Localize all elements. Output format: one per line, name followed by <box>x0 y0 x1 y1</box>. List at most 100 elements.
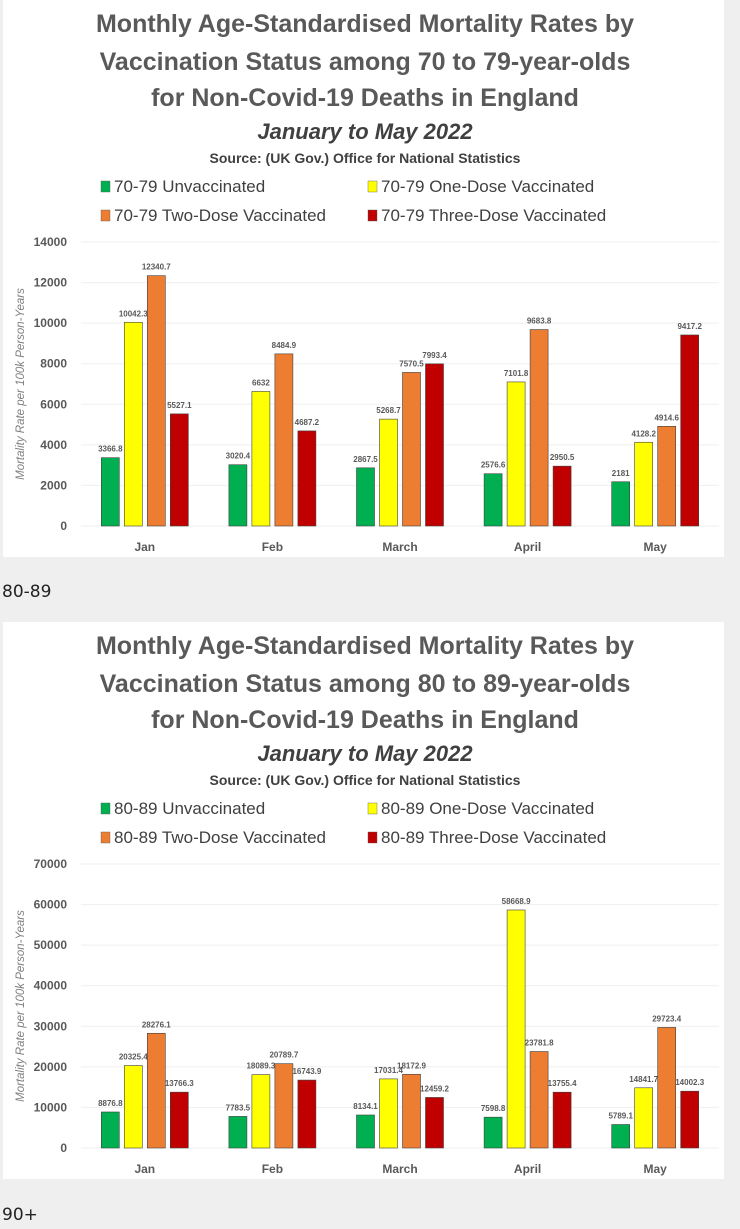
chart-subtitle: January to May 2022 <box>257 741 473 766</box>
data-label: 7783.5 <box>226 1103 251 1112</box>
data-label: 8134.1 <box>353 1102 378 1111</box>
bar-unvaccinated <box>101 1111 120 1149</box>
y-tick-label: 0 <box>60 1141 67 1155</box>
x-tick-label: May <box>644 540 668 554</box>
x-tick-label: March <box>382 1162 417 1176</box>
x-tick-label: Jan <box>134 1162 155 1176</box>
chart-card-70-79: Monthly Age-Standardised Mortality Rates… <box>3 0 724 557</box>
bar-one-dose <box>379 418 398 527</box>
legend-swatch <box>100 802 111 815</box>
data-label: 9683.8 <box>527 317 552 326</box>
legend-label: 80-89 Three-Dose Vaccinated <box>381 828 606 847</box>
chart-title-line: Monthly Age-Standardised Mortality Rates… <box>96 10 634 38</box>
chart-title-line: Vaccination Status among 70 to 79-year-o… <box>100 48 631 76</box>
legend-swatch <box>367 209 378 222</box>
data-label: 20325.4 <box>119 1053 148 1062</box>
data-label: 20789.7 <box>269 1051 298 1060</box>
data-label: 3020.4 <box>226 452 251 461</box>
bar-one-dose <box>251 1074 271 1149</box>
data-label: 2576.6 <box>481 461 506 470</box>
chart-source: Source: (UK Gov.) Office for National St… <box>210 150 521 166</box>
bar-two-dose <box>529 329 549 527</box>
legend-label: 70-79 Unvaccinated <box>114 177 265 196</box>
data-label: 5268.7 <box>376 406 401 415</box>
data-label: 12340.7 <box>142 263 171 272</box>
data-label: 10042.3 <box>119 309 148 318</box>
data-label: 8876.8 <box>98 1099 123 1108</box>
legend-label: 70-79 Three-Dose Vaccinated <box>381 206 606 225</box>
legend-swatch <box>367 831 378 844</box>
data-label: 18089.3 <box>246 1062 275 1071</box>
legend-label: 70-79 One-Dose Vaccinated <box>381 177 594 196</box>
bar-unvaccinated <box>228 464 248 527</box>
y-tick-label: 10000 <box>34 1100 68 1114</box>
data-label: 9417.2 <box>677 322 702 331</box>
data-label: 13755.4 <box>548 1079 577 1088</box>
chart-title-line: Vaccination Status among 80 to 89-year-o… <box>100 670 631 698</box>
y-tick-label: 10000 <box>34 316 68 330</box>
x-tick-label: Feb <box>262 540 283 554</box>
bar-one-dose <box>379 1078 398 1149</box>
x-tick-label: Jan <box>134 540 155 554</box>
data-label: 7570.5 <box>399 359 424 368</box>
bar-one-dose <box>251 391 271 527</box>
bar-unvaccinated <box>611 481 631 527</box>
x-tick-label: May <box>644 1162 668 1176</box>
legend-label: 80-89 Unvaccinated <box>114 799 265 818</box>
y-tick-label: 14000 <box>34 235 68 249</box>
data-label: 7993.4 <box>422 351 447 360</box>
bar-unvaccinated <box>483 1116 503 1149</box>
legend-swatch <box>100 209 111 222</box>
y-tick-label: 50000 <box>34 938 68 952</box>
y-tick-label: 2000 <box>40 478 67 492</box>
bar-one-dose <box>506 909 526 1149</box>
x-tick-label: Feb <box>262 1162 283 1176</box>
x-tick-label: April <box>514 540 541 554</box>
data-label: 29723.4 <box>652 1014 681 1023</box>
bar-three-dose <box>552 1091 572 1149</box>
legend-swatch <box>367 802 378 815</box>
bar-one-dose <box>124 321 143 527</box>
data-label: 28276.1 <box>142 1020 171 1029</box>
bar-unvaccinated <box>611 1124 631 1149</box>
chart-subtitle: January to May 2022 <box>257 119 473 144</box>
bar-three-dose <box>425 1097 444 1149</box>
section-label-90-plus: 90+ <box>2 1205 38 1225</box>
data-label: 12459.2 <box>420 1084 449 1093</box>
y-axis-label: Mortality Rate per 100k Person-Years <box>15 288 27 480</box>
bar-three-dose <box>425 363 444 527</box>
bar-one-dose <box>634 441 654 527</box>
bar-two-dose <box>657 426 677 527</box>
data-label: 58668.9 <box>502 897 531 906</box>
bar-unvaccinated <box>356 467 375 527</box>
y-tick-label: 4000 <box>40 438 67 452</box>
bar-three-dose <box>170 1091 189 1149</box>
data-label: 14841.7 <box>629 1075 658 1084</box>
section-label-80-89: 80-89 <box>2 582 52 602</box>
data-label: 6632 <box>252 378 270 387</box>
bar-two-dose <box>657 1027 677 1149</box>
bar-unvaccinated <box>101 457 120 527</box>
legend-swatch <box>367 180 378 193</box>
chart-title-line: for Non-Covid-19 Deaths in England <box>151 706 579 734</box>
y-tick-label: 8000 <box>40 357 67 371</box>
legend-label: 80-89 Two-Dose Vaccinated <box>114 828 326 847</box>
data-label: 18172.9 <box>397 1061 426 1070</box>
data-label: 4687.2 <box>295 418 320 427</box>
chart-source: Source: (UK Gov.) Office for National St… <box>210 772 521 788</box>
y-axis-label: Mortality Rate per 100k Person-Years <box>15 910 27 1102</box>
data-label: 8484.9 <box>272 341 297 350</box>
bar-two-dose <box>274 1063 294 1149</box>
data-label: 2867.5 <box>353 455 378 464</box>
bar-one-dose <box>634 1087 654 1149</box>
legend-swatch <box>100 831 111 844</box>
y-tick-label: 12000 <box>34 276 68 290</box>
bar-one-dose <box>506 381 526 527</box>
bar-three-dose <box>170 413 189 527</box>
data-label: 4914.6 <box>654 413 679 422</box>
bar-unvaccinated <box>483 473 503 527</box>
data-label: 3366.8 <box>98 445 123 454</box>
bar-two-dose <box>402 372 421 527</box>
chart-card-80-89: Monthly Age-Standardised Mortality Rates… <box>3 622 724 1179</box>
data-label: 7598.8 <box>481 1104 506 1113</box>
